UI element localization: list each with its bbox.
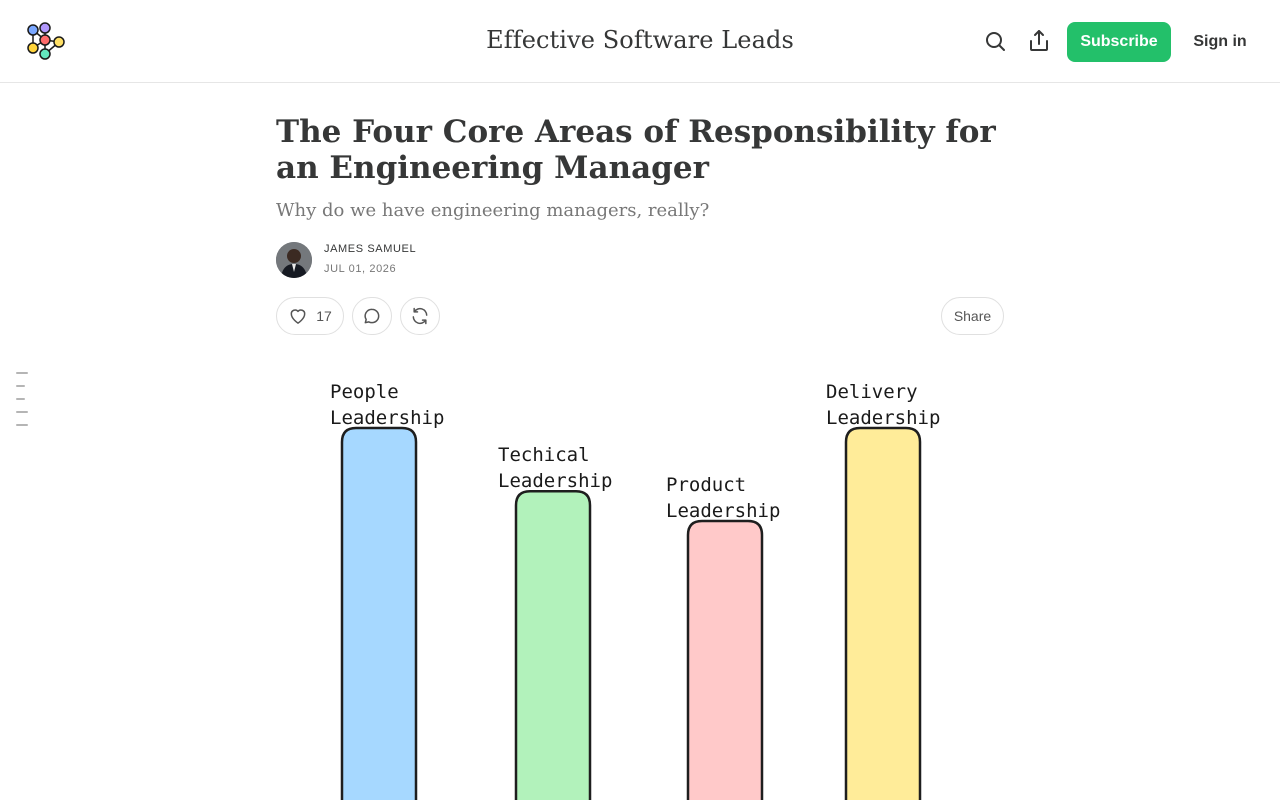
table-of-contents-toggle[interactable] xyxy=(16,372,30,437)
responsibility-chart: People Leadership Techical Leadership Produc… xyxy=(276,350,1004,800)
sign-in-button[interactable]: Sign in xyxy=(1193,33,1247,50)
search-icon[interactable] xyxy=(983,29,1007,53)
comment-button[interactable] xyxy=(352,297,392,335)
author-avatar[interactable] xyxy=(276,242,312,278)
like-button[interactable]: 17 xyxy=(276,297,344,335)
heart-icon xyxy=(290,309,306,324)
chart-category-label: Product xyxy=(666,474,746,496)
restack-icon xyxy=(412,307,428,325)
chart-category-label: Leadership xyxy=(826,407,940,429)
subscribe-button[interactable]: Subscribe xyxy=(1067,22,1171,62)
chart-category-label: Leadership xyxy=(666,500,780,522)
comment-icon xyxy=(364,308,380,324)
chart-bar xyxy=(340,426,418,800)
chart-bar xyxy=(514,489,592,800)
chart-category-label: Leadership xyxy=(330,407,444,429)
author-name[interactable]: JAMES SAMUEL xyxy=(324,243,417,255)
top-navigation-bar: Effective Software Leads Subscribe Sign … xyxy=(0,0,1280,83)
logo-icon[interactable] xyxy=(24,21,66,63)
chart-bar xyxy=(686,519,764,800)
chart-svg: People Leadership Techical Leadership Produc… xyxy=(330,381,940,800)
restack-button[interactable] xyxy=(400,297,440,335)
post-subtitle: Why do we have engineering managers, rea… xyxy=(276,200,710,221)
chart-category-label: Leadership xyxy=(498,470,612,492)
share-icon[interactable] xyxy=(1027,29,1051,53)
post-title: The Four Core Areas of Responsibility fo… xyxy=(276,114,996,186)
chart-category-label: People xyxy=(330,381,399,403)
publication-title[interactable]: Effective Software Leads xyxy=(486,26,794,54)
chart-bar xyxy=(844,426,922,800)
like-count: 17 xyxy=(316,308,332,324)
share-button[interactable]: Share xyxy=(941,297,1004,335)
post-date: JUL 01, 2026 xyxy=(324,263,397,275)
chart-category-label: Techical xyxy=(498,444,590,466)
chart-category-label: Delivery xyxy=(826,381,918,403)
